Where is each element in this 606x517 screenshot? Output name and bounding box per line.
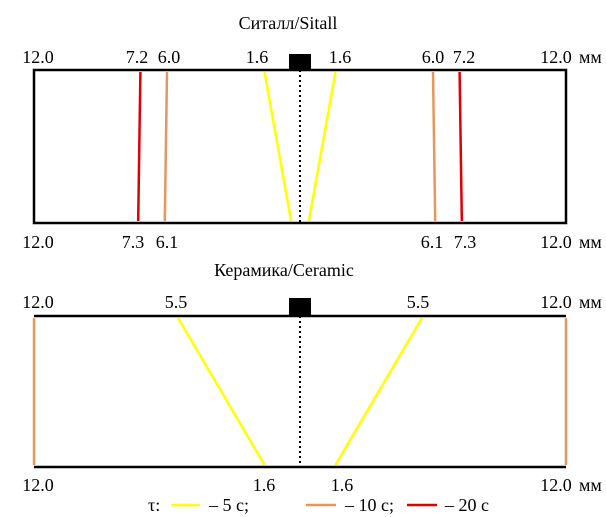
- ceramic-bottom-label: 12.0: [22, 475, 54, 495]
- sitall-bottom-label: 12.0: [22, 232, 54, 252]
- sitall-bottom-label: 6.1: [421, 232, 444, 252]
- ceramic-unit-top: мм: [579, 292, 602, 312]
- sitall-top-label: 12.0: [540, 47, 572, 67]
- ceramic-panel: Керамика/Ceramic 12.0 5.5 5.5 12.0 мм 12…: [22, 260, 602, 495]
- sitall-unit-bottom: мм: [579, 232, 602, 252]
- sitall-isotherm-tau-5: [263, 71, 293, 222]
- sitall-unit-top: мм: [579, 47, 602, 67]
- sitall-isotherm-tau-10: [163, 71, 169, 222]
- ceramic-top-label: 5.5: [165, 292, 188, 312]
- sitall-top-label: 6.0: [422, 47, 445, 67]
- sitall-top-label: 1.6: [246, 47, 269, 67]
- ceramic-isotherm-tau-5: [177, 317, 266, 466]
- legend: τ: – 5 с; – 10 с; – 20 с: [148, 495, 489, 515]
- sitall-bottom-label: 12.0: [540, 232, 572, 252]
- ceramic-bottom-label: 1.6: [253, 475, 276, 495]
- sitall-top-label: 7.2: [453, 47, 476, 67]
- sitall-panel: Ситалл/Sitall 12.0 7.2 6.0 1.6 1.6 6.0 7…: [22, 13, 602, 252]
- sitall-bottom-label: 7.3: [454, 232, 477, 252]
- sitall-bottom-label: 6.1: [156, 232, 179, 252]
- sitall-top-label: 7.2: [126, 47, 149, 67]
- sitall-isotherm-tau-20: [136, 71, 142, 222]
- sitall-title: Ситалл/Sitall: [239, 13, 338, 33]
- sitall-top-label: 1.6: [329, 47, 352, 67]
- ceramic-isotherm-tau-5: [334, 317, 423, 466]
- ceramic-unit-bottom: мм: [579, 475, 602, 495]
- sitall-heater-block: [289, 54, 311, 71]
- sitall-isotherm-tau-20: [458, 71, 464, 222]
- ceramic-top-label: 12.0: [22, 292, 54, 312]
- ceramic-bottom-label: 12.0: [540, 475, 572, 495]
- ceramic-top-label: 5.5: [407, 292, 430, 312]
- sitall-top-label: 6.0: [158, 47, 181, 67]
- ceramic-title: Керамика/Ceramic: [214, 260, 354, 280]
- legend-prefix: τ:: [148, 495, 160, 515]
- sitall-isotherm-tau-10: [431, 71, 437, 222]
- ceramic-bottom-label: 1.6: [331, 475, 354, 495]
- sitall-isotherm-tau-5: [307, 71, 337, 222]
- legend-label: – 20 с: [444, 495, 489, 515]
- ceramic-top-label: 12.0: [540, 292, 572, 312]
- sitall-bottom-label: 7.3: [122, 232, 145, 252]
- legend-label: – 10 с;: [344, 495, 394, 515]
- ceramic-heater-block: [289, 298, 311, 315]
- sitall-top-label: 12.0: [22, 47, 54, 67]
- legend-label: – 5 с;: [208, 495, 249, 515]
